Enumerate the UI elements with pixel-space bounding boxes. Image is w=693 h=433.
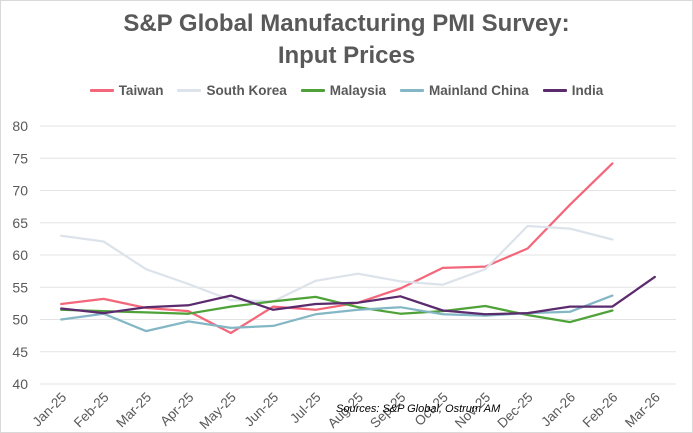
y-tick-label: 45: [12, 344, 28, 360]
x-tick-label: Jun-25: [242, 390, 282, 430]
legend-item-taiwan: Taiwan: [89, 83, 164, 98]
chart-title: S&P Global Manufacturing PMI Survey: Inp…: [0, 8, 693, 72]
x-tick-label: Dec-25: [494, 390, 535, 431]
legend-label: South Korea: [206, 83, 287, 98]
y-tick-label: 65: [12, 215, 28, 231]
legend-item-malaysia: Malaysia: [300, 83, 387, 98]
x-tick-label: Mar-25: [113, 390, 154, 431]
series-line-malaysia: [60, 295, 614, 324]
legend-label: Malaysia: [329, 83, 387, 98]
x-tick-label: Apr-25: [157, 390, 196, 429]
chart-source-note: Sources: S&P Global, Ostrum AM: [336, 403, 501, 415]
series-line-taiwan: [60, 162, 614, 335]
x-tick-label: Jul-25: [287, 390, 324, 427]
series-line-india: [60, 275, 656, 316]
y-tick-label: 75: [12, 150, 28, 166]
legend-item-south-korea: South Korea: [177, 83, 287, 98]
legend-label: Mainland China: [429, 83, 529, 98]
y-tick-label: 40: [12, 376, 28, 392]
x-tick-label: Jan-25: [30, 390, 70, 430]
x-tick-label: Feb-25: [71, 390, 112, 431]
y-tick-label: 55: [12, 279, 28, 295]
chart-title-line-1: S&P Global Manufacturing PMI Survey:: [123, 10, 570, 37]
y-tick-label: 50: [12, 312, 28, 328]
legend-swatch: [89, 89, 114, 92]
y-tick-label: 60: [12, 247, 28, 263]
legend-label: Taiwan: [118, 83, 164, 98]
legend-swatch: [542, 89, 567, 92]
legend-item-mainland-china: Mainland China: [400, 83, 529, 98]
y-tick-label: 80: [12, 118, 28, 134]
chart-title-line-2: Input Prices: [277, 42, 416, 69]
x-tick-label: Mar-26: [622, 390, 663, 431]
legend-label: India: [571, 83, 604, 98]
legend-swatch: [300, 89, 325, 92]
x-tick-label: Jan-26: [538, 390, 578, 430]
chart-legend: Taiwan South Korea Malaysia Mainland China I…: [0, 83, 693, 98]
x-tick-label: Feb-26: [580, 390, 621, 431]
x-tick-label: May-25: [196, 390, 238, 432]
legend-swatch: [177, 89, 202, 92]
legend-swatch: [400, 89, 425, 92]
y-tick-label: 70: [12, 183, 28, 199]
legend-item-india: India: [542, 83, 604, 98]
series-line-south-korea: [60, 224, 614, 303]
